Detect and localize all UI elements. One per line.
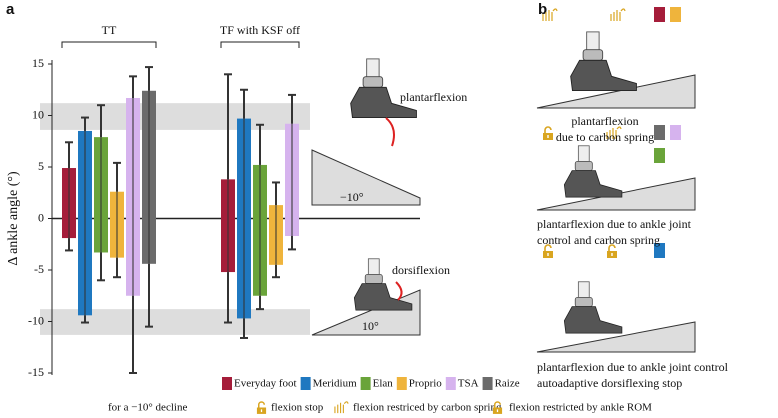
- legend-label: Proprio: [409, 378, 443, 390]
- legend-label: TSA: [458, 378, 479, 390]
- shaded-range: [40, 103, 310, 130]
- y-axis-label: Δ ankle angle (°): [6, 171, 21, 266]
- color-key: [654, 243, 665, 258]
- y-tick-label: -10: [28, 313, 44, 327]
- spring-icon: [334, 401, 349, 414]
- lock-icon: [542, 244, 554, 258]
- legend-label: Everyday foot: [234, 378, 297, 390]
- key-text: flexion stop: [271, 402, 324, 414]
- key-text: flexion restriced by carbon spring: [353, 402, 502, 414]
- ramp: [536, 74, 696, 109]
- lock-icon: [256, 401, 267, 414]
- annotation: −10°: [340, 190, 364, 204]
- annotation: plantarflexion: [400, 90, 467, 104]
- legend-swatch: [222, 377, 232, 390]
- y-tick-label: 0: [38, 210, 44, 224]
- prosthesis-image: [563, 145, 623, 198]
- y-tick-label: 5: [38, 159, 44, 173]
- group-label: TF with KSF off: [220, 23, 300, 37]
- annotation: 10°: [362, 319, 379, 333]
- color-key: [654, 148, 665, 163]
- prosthesis-image: [570, 31, 637, 92]
- spring-icon: [610, 8, 626, 22]
- arrow: [395, 281, 403, 301]
- legend-label: Elan: [373, 378, 394, 390]
- color-key: [670, 7, 681, 22]
- caption: plantarflexion due to ankle joint contro…: [537, 360, 729, 374]
- ramp: [536, 321, 696, 353]
- lock-icon: [606, 244, 618, 258]
- legend-swatch: [482, 377, 493, 390]
- key-text: flexion restricted by ankle ROM: [509, 402, 652, 414]
- color-key: [654, 7, 665, 22]
- lock-icon: [542, 126, 554, 140]
- legend-label: Raize: [495, 378, 520, 390]
- color-key: [670, 125, 681, 140]
- annotation: dorsiflexion: [392, 263, 450, 277]
- color-key: [654, 125, 665, 140]
- y-tick-label: 15: [32, 56, 44, 70]
- caption: due to carbon spring: [556, 130, 654, 144]
- y-tick-label: 10: [32, 107, 44, 121]
- caption: autoadaptive dorsiflexing stop: [537, 376, 682, 390]
- y-tick-label: -5: [34, 262, 44, 276]
- caption: plantarflexion due to ankle joint: [537, 217, 692, 231]
- group-label: TT: [102, 23, 117, 37]
- panel-label: b: [538, 1, 547, 18]
- caption: plantarflexion: [571, 114, 638, 128]
- ramp: [311, 149, 421, 206]
- y-tick-label: -15: [28, 365, 44, 379]
- group-bracket: [220, 41, 300, 48]
- group-bracket: [61, 41, 157, 48]
- prosthesis-image: [349, 58, 418, 119]
- legend-swatch: [396, 377, 407, 390]
- legend-swatch: [445, 377, 456, 390]
- caption: control and carbon spring: [537, 233, 660, 247]
- key-text: for a −10° decline: [108, 402, 187, 414]
- panel-label: a: [6, 1, 15, 18]
- legend-swatch: [300, 377, 311, 390]
- legend-swatch: [360, 377, 371, 390]
- arrow: [385, 117, 395, 147]
- prosthesis-image: [563, 281, 623, 334]
- legend-label: Meridium: [313, 378, 357, 390]
